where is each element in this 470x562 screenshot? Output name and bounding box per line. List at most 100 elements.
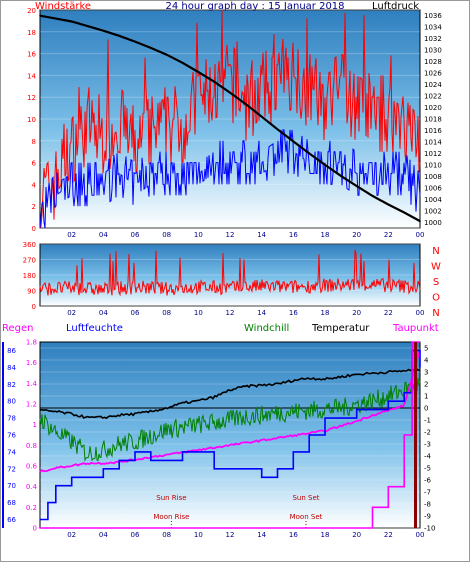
pressure-point [165,53,168,56]
temp-tick-label: 0 [424,405,428,413]
temp-tick-label: -9 [424,513,431,521]
feuchte-tick-label: 82 [7,381,16,389]
direction-x-tick-label: 18 [321,309,330,317]
direction-compass-label: N [432,246,439,257]
direction-x-tick-label: 22 [384,309,393,317]
direction-compass-label: N [432,308,439,319]
wind-x-tick-label: 08 [162,231,171,239]
temp-tick-label: 4 [424,357,429,365]
direction-tick-label: 360 [23,241,36,249]
pressure-right-tick-label: 1026 [424,70,442,78]
direction-x-tick-label: 12 [226,309,235,317]
pressure-right-tick-label: 1020 [424,104,442,112]
direction-compass-label: O [432,293,440,304]
temp-tick-label: 2 [424,381,428,389]
wind-x-tick-label: 06 [131,231,140,239]
temp-x-tick-label: 08 [162,531,171,539]
feuchte-tick-label: 70 [7,482,16,490]
pressure-right-tick-label: 1022 [424,93,442,101]
direction-tick-label: 270 [23,257,36,265]
regen-tick-label: 1.4 [26,380,38,388]
wind-x-tick-label: 16 [289,231,298,239]
sun-annotation: Sun Rise [156,494,186,502]
pressure-point [340,174,342,177]
direction-series-line [39,249,421,297]
temp-x-tick-label: 06 [131,531,140,539]
direction-x-tick-label: 10 [194,309,203,317]
temperatur-label: Temperatur [311,323,370,334]
wind-x-tick-label: 10 [194,231,203,239]
temp-tick-label: -10 [424,525,435,533]
pressure-right-tick-label: 1000 [424,219,442,227]
feuchte-tick-label: 78 [7,415,16,423]
wind-x-tick-label: 20 [352,231,361,239]
pressure-point [86,25,89,27]
pressure-point [229,91,231,94]
temp-tick-label: -6 [424,477,432,485]
wind-x-tick-label: 18 [321,231,330,239]
pressure-point [308,152,310,155]
direction-x-tick-label: 06 [131,309,140,317]
temp-tick-label: -2 [424,429,431,437]
pressure-point [102,29,105,32]
feuchte-tick-label: 84 [7,364,16,372]
pressure-point [371,195,374,197]
temp-x-tick-label: 00 [416,531,425,539]
regen-tick-label: 0.2 [26,504,37,512]
regen-tick-label: 0.8 [26,442,37,450]
rain-rate-bar [414,342,417,528]
windchill-series-line [39,377,421,462]
temp-x-tick-label: 14 [257,531,266,539]
pressure-right-tick-label: 1016 [424,127,442,135]
pressure-point [55,17,57,20]
pressure-point [260,115,263,118]
pressure-right-tick-label: 1032 [424,35,442,43]
wind-left-tick-label: 8 [32,138,36,146]
dewpoint-series-line [39,349,421,473]
pressure-point [387,203,390,206]
feuchte-tick-label: 66 [7,516,16,524]
pressure-right-tick-label: 1004 [424,196,442,204]
temp-x-tick-label: 10 [194,531,203,539]
temp-tick-label: -4 [424,453,432,461]
pressure-point [181,61,184,64]
regen-tick-label: 0.4 [26,483,38,491]
pressure-point [324,164,326,166]
wind-x-tick-label: 12 [226,231,235,239]
temp-x-tick-label: 04 [99,531,108,539]
luftdruck-label: Luftdruck [372,1,419,12]
temperature-chart: -10-9-8-7-6-5-4-3-2-101234500.20.40.60.8… [7,339,435,540]
sun-annotation: Sun Set [292,494,319,502]
pressure-point [276,128,279,131]
wind-left-tick-label: 4 [32,181,37,189]
pressure-point [213,80,215,83]
regen-tick-label: 1.8 [26,339,37,347]
chart-title: 24 hour graph day : 15 Januar 2018 [165,1,344,12]
wind-x-tick-label: 00 [416,231,425,239]
pressure-point [355,185,358,187]
temp-x-tick-label: 20 [352,531,361,539]
temp-tick-label: 3 [424,369,428,377]
wind-left-tick-label: 2 [32,203,36,211]
pressure-right-tick-label: 1024 [424,81,442,89]
pressure-right-tick-label: 1008 [424,173,442,181]
pressure-point [150,47,152,49]
wind-left-tick-label: 16 [27,51,36,59]
regen-tick-label: 1.6 [26,359,38,367]
pressure-point [197,71,200,73]
temp-tick-label: -8 [424,501,431,509]
gust-series-line [39,9,421,229]
temp-x-tick-label: 12 [226,531,235,539]
temp-x-tick-label: 16 [289,531,298,539]
moon-annotation: Moon Rise [153,513,189,521]
pressure-right-tick-label: 1028 [424,58,442,66]
pressure-point [292,140,295,143]
pressure-point [245,103,247,105]
windstaerke-label: Windstärke [35,1,91,12]
direction-x-tick-label: 00 [416,309,425,317]
pressure-point [403,211,405,214]
regen-tick-label: 1.2 [26,401,37,409]
temp-tick-label: 1 [424,393,428,401]
